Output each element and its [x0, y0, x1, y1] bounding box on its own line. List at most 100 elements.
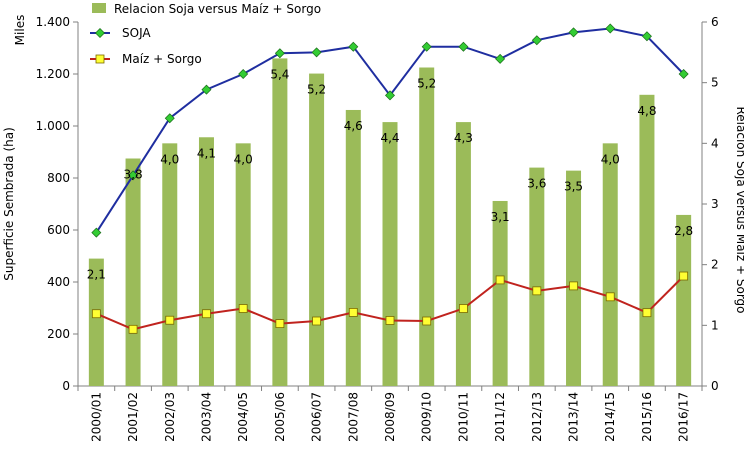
soja-point: [495, 53, 506, 64]
left-tick-label: 400: [47, 275, 70, 289]
soja-point: [164, 113, 175, 124]
x-category-label: 2002/03: [163, 392, 177, 442]
left-tick-label: 600: [47, 223, 70, 237]
soja-point: [128, 170, 139, 181]
x-category-label: 2004/05: [236, 392, 250, 442]
x-category-label: 2008/09: [383, 392, 397, 442]
maiz-sorgo-point: [459, 304, 468, 313]
bar: [125, 158, 141, 386]
soja-point: [458, 41, 469, 52]
bar-data-label: 3,5: [564, 180, 583, 194]
soja-point: [91, 227, 102, 238]
bar: [529, 167, 545, 386]
bar: [309, 73, 325, 387]
bar: [162, 143, 178, 386]
x-category-label: 2012/13: [530, 392, 544, 442]
x-category-label: 2007/08: [346, 392, 360, 442]
bar: [345, 109, 361, 386]
maiz-sorgo-point: [385, 316, 395, 325]
bar: [88, 258, 104, 386]
maiz-sorgo-point: [348, 308, 358, 317]
maiz-sorgo-point: [679, 271, 689, 281]
maiz-sorgo-point: [422, 316, 432, 326]
bar-data-label: 3,6: [527, 177, 546, 191]
bar-data-label: 4,6: [344, 119, 363, 133]
x-category-label: 2011/12: [493, 392, 507, 442]
bar: [676, 214, 692, 386]
soja-point: [641, 31, 652, 42]
bar-data-label: 4,4: [380, 131, 399, 145]
bar: [235, 143, 251, 386]
x-category-label: 2010/11: [456, 392, 470, 442]
right-tick-label: 2: [711, 258, 719, 272]
bar: [272, 58, 288, 387]
left-tick-label: 800: [47, 171, 70, 185]
x-category-label: 2006/07: [310, 392, 324, 442]
bar-data-label: 5,4: [270, 67, 289, 81]
maiz-sorgo-point: [312, 316, 321, 326]
legend-label-bars: Relacion Soja versus Maíz + Sorgo: [114, 2, 321, 16]
soja-point: [274, 48, 285, 59]
soja-point: [531, 35, 542, 46]
maiz-sorgo-point: [532, 286, 542, 296]
right-tick-label: 6: [711, 15, 719, 29]
left-axis-title: Superficie Sembrada (ha): [2, 127, 16, 281]
legend-marker-maiz-sorgo: [95, 54, 105, 64]
bar-data-label: 4,3: [454, 131, 473, 145]
legend-label-maiz-sorgo: Maíz + Sorgo: [122, 52, 202, 66]
maiz-sorgo-point: [238, 304, 248, 313]
right-axis-title: Relación Soja versus Maíz + Sorgo: [734, 106, 744, 313]
maiz-sorgo-point: [275, 319, 285, 329]
bar: [566, 170, 582, 386]
right-tick-label: 4: [711, 136, 719, 150]
soja-point: [605, 23, 616, 34]
left-tick-label: 200: [47, 327, 70, 341]
left-tick-label: 1.400: [36, 15, 70, 29]
x-category-label: 2009/10: [420, 392, 434, 442]
soja-point: [421, 41, 432, 52]
left-tick-label: 1.000: [36, 119, 70, 133]
bar-data-label: 4,0: [234, 152, 253, 166]
bar-data-label: 5,2: [417, 77, 436, 91]
bar-data-label: 3,1: [491, 210, 510, 224]
soja-point: [348, 41, 359, 52]
x-category-label: 2005/06: [273, 392, 287, 442]
bar: [198, 137, 214, 386]
right-tick-label: 0: [711, 379, 719, 393]
bar-data-label: 5,2: [307, 83, 326, 97]
bar: [455, 122, 471, 386]
x-category-label: 2000/01: [89, 392, 103, 442]
soja-point: [385, 90, 395, 101]
maiz-sorgo-point: [165, 315, 175, 325]
soja-point: [201, 84, 212, 95]
bar-data-label: 4,0: [160, 152, 179, 166]
legend-marker-soja: [95, 28, 105, 38]
right-tick-label: 1: [711, 318, 719, 332]
x-category-label: 2016/17: [677, 392, 691, 442]
legend-swatch-bars: [92, 3, 106, 13]
left-tick-label: 1.200: [36, 67, 70, 81]
maiz-sorgo-point: [569, 281, 578, 291]
bar: [639, 94, 655, 387]
maiz-sorgo-point: [642, 308, 652, 318]
soja-point: [568, 27, 579, 38]
right-tick-label: 3: [711, 197, 719, 211]
left-tick-label: 0: [62, 379, 70, 393]
right-tick-label: 5: [711, 76, 719, 90]
x-category-label: 2001/02: [126, 392, 140, 442]
legend-label-soja: SOJA: [122, 26, 151, 40]
bar-data-label: 4,8: [637, 104, 656, 118]
x-category-label: 2014/15: [603, 392, 617, 442]
bar: [382, 122, 398, 386]
soja-point: [678, 69, 689, 79]
bar-data-label: 2,1: [87, 268, 106, 282]
bar: [419, 67, 435, 386]
maiz-sorgo-point: [128, 324, 138, 334]
x-category-label: 2015/16: [640, 392, 654, 442]
x-category-label: 2013/14: [567, 392, 581, 442]
soja-point: [238, 69, 249, 79]
maiz-sorgo-point: [495, 275, 505, 285]
bar-data-label: 2,8: [674, 224, 693, 238]
